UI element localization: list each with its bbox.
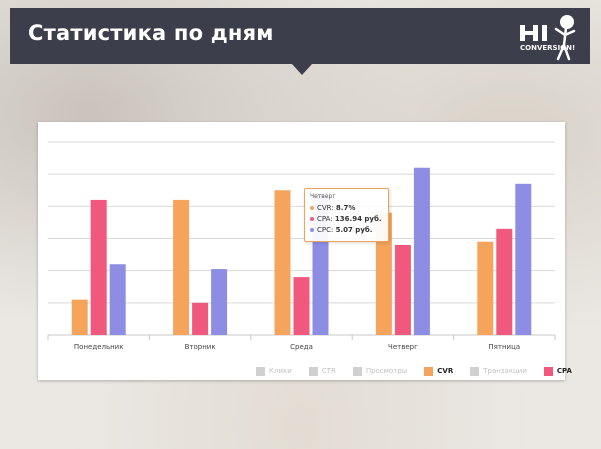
bar-cvr	[71, 299, 88, 335]
legend-swatch	[256, 366, 265, 376]
cpa-dot-icon	[310, 217, 314, 221]
legend-item-views[interactable]: Просмотры	[352, 366, 407, 376]
page-title: Статистика по дням	[28, 21, 274, 45]
x-tick-label: Вторник	[185, 343, 216, 351]
tooltip-title: Четверг	[310, 193, 336, 200]
cpc-dot-icon	[310, 228, 314, 232]
bar-cpc	[109, 264, 126, 335]
x-tick-label: Четверг	[388, 343, 418, 351]
legend-swatch	[470, 366, 480, 376]
legend-swatch	[308, 366, 318, 376]
bar-cpa	[394, 244, 411, 335]
logo-caption: CONVERSION!	[520, 44, 575, 52]
header-pointer	[292, 64, 312, 75]
x-tick-label: Понедельник	[74, 343, 124, 351]
tooltip-row-cpc: CPC: 5.07 руб.	[310, 226, 372, 234]
bar-cpa	[90, 199, 107, 335]
cvr-dot-icon	[310, 206, 314, 210]
bar-cpa	[496, 228, 513, 335]
bar-cpc	[413, 167, 430, 335]
page-header: Статистика по дням CONVERSION!	[10, 8, 590, 64]
bar-cvr	[375, 212, 392, 335]
chart-tooltip: Четверг CVR: 8.7% CPA: 136.94 руб. CPC: …	[304, 188, 389, 242]
legend-item-ctr[interactable]: CTR	[308, 366, 336, 376]
bar-cpa	[192, 302, 209, 335]
x-tick-label: Пятница	[488, 343, 520, 351]
bar-cvr	[173, 199, 190, 335]
tooltip-row-cpa: CPA: 136.94 руб.	[310, 215, 382, 223]
legend-item-cvr[interactable]: CVR	[424, 366, 453, 376]
daily-stats-chart: Понедельник Вторник Среда Четверг Пятница	[47, 141, 556, 351]
legend-item-transactions[interactable]: Транзакции	[470, 366, 527, 376]
bar-cpc	[515, 183, 532, 335]
hi-conversion-logo: CONVERSION!	[520, 15, 576, 61]
bar-cpa	[293, 277, 310, 335]
bar-cvr	[477, 241, 494, 335]
legend-item-cpa[interactable]: CPA	[543, 366, 572, 376]
legend-swatch	[424, 366, 434, 376]
legend-swatch	[352, 366, 362, 376]
legend-item-clicks[interactable]: Клики	[256, 366, 292, 376]
legend-swatch	[543, 366, 553, 376]
bar-cpc	[211, 269, 228, 335]
chart-panel: Понедельник Вторник Среда Четверг Пятница Че…	[38, 122, 572, 380]
tooltip-row-cvr: CVR: 8.7%	[310, 204, 355, 212]
chart-legend: Клики CTR Просмотры CVR Транзакции CPA	[256, 365, 572, 377]
x-tick-label: Среда	[290, 343, 313, 351]
bar-cvr	[274, 190, 291, 335]
